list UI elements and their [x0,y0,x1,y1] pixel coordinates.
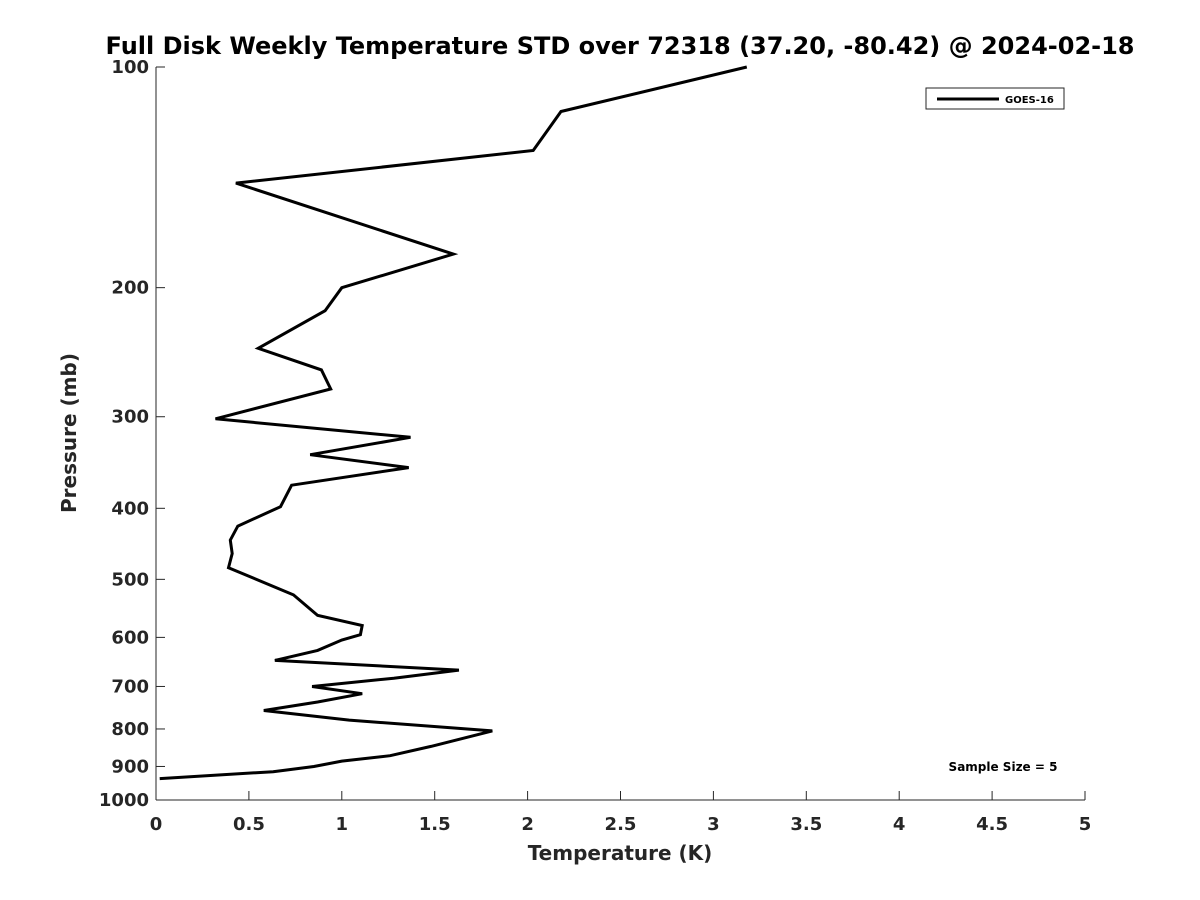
chart-title: Full Disk Weekly Temperature STD over 72… [106,32,1135,60]
y-tick-label: 500 [111,569,149,590]
legend: GOES-16 [925,87,1065,110]
x-tick-label: 2.5 [605,814,637,835]
sample-size-annotation: Sample Size = 5 [949,760,1058,774]
x-tick-label: 2 [521,814,534,835]
x-axis-label: Temperature (K) [528,841,713,865]
y-tick-label: 800 [111,719,149,740]
y-tick-label: 1000 [99,790,149,811]
x-tick-label: 1 [336,814,349,835]
x-tick-label: 0.5 [233,814,265,835]
x-tick-label: 4.5 [976,814,1008,835]
y-tick-label: 300 [111,407,149,428]
x-tick-label: 3.5 [790,814,822,835]
plot-area [159,65,748,781]
x-tick-label: 5 [1079,814,1092,835]
y-tick-label: 700 [111,676,149,697]
x-tick-label: 4 [893,814,906,835]
axes: 0 0.5 1 1.5 2 2.5 3 3.5 4 4.5 5 100 200 300 400 500 600 7… [99,57,1091,835]
x-tick-label: 1.5 [419,814,451,835]
y-tick-label: 100 [111,57,149,78]
y-axis-label: Pressure (mb) [57,353,81,513]
y-tick-label: 200 [111,278,149,299]
x-tick-label: 0 [150,814,163,835]
x-tick-label: 3 [707,814,720,835]
legend-label-goes-16: GOES-16 [1005,95,1054,106]
y-tick-label: 400 [111,498,149,519]
series-line-goes-16 [159,65,748,781]
y-tick-label: 900 [111,756,149,777]
y-tick-label: 600 [111,627,149,648]
